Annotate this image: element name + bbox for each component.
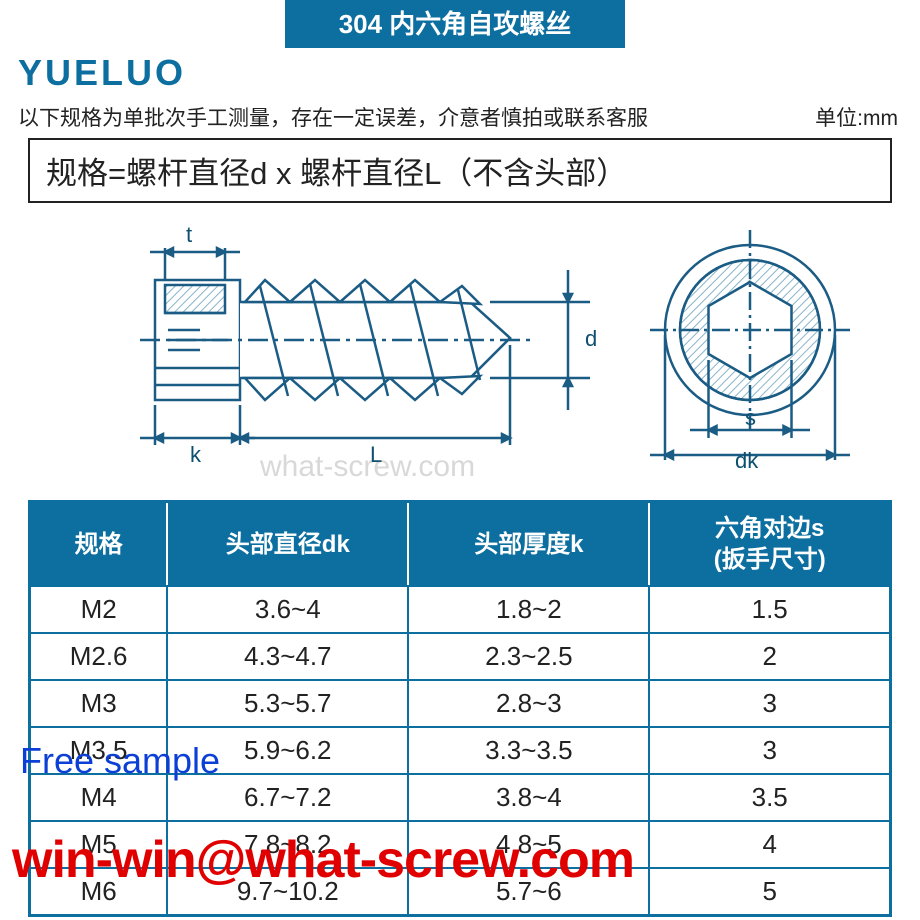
- dim-d-label: d: [585, 326, 597, 351]
- measurement-note: 以下规格为单批次手工测量，存在一定误差，介意者慎拍或联系客服: [18, 102, 902, 132]
- table-row: M35.3~5.72.8~33: [30, 680, 891, 727]
- col-dk: 头部直径dk: [167, 502, 408, 587]
- col-spec: 规格: [30, 502, 168, 587]
- email-overlay: win-win@what-screw.com: [12, 830, 634, 890]
- dim-s-label: s: [745, 405, 756, 430]
- screw-diagram: t k L d s dk: [30, 210, 890, 470]
- title-bar: 304 内六角自攻螺丝: [285, 0, 625, 48]
- col-s: 六角对边s (扳手尺寸): [649, 502, 890, 587]
- table-header-row: 规格 头部直径dk 头部厚度k 六角对边s (扳手尺寸): [30, 502, 891, 587]
- free-sample-overlay: Free sample: [20, 740, 220, 782]
- spec-formula-box: 规格=螺杆直径d x 螺杆直径L（不含头部）: [28, 138, 892, 203]
- dim-k-label: k: [190, 442, 202, 467]
- table-row: M2.64.3~4.72.3~2.52: [30, 633, 891, 680]
- col-k: 头部厚度k: [408, 502, 649, 587]
- unit-label: 单位:mm: [815, 102, 898, 132]
- dim-t-label: t: [186, 222, 192, 247]
- watermark-text: what-screw.com: [260, 450, 475, 484]
- dim-dk-label: dk: [735, 448, 759, 470]
- brand-logo: YUELUO: [18, 52, 186, 94]
- table-row: M23.6~41.8~21.5: [30, 586, 891, 633]
